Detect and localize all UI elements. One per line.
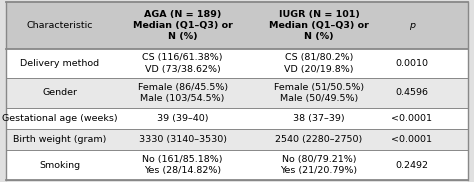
- Text: p: p: [409, 21, 415, 30]
- Bar: [6, 49, 468, 78]
- Text: CS (116/61.38%)
VD (73/38.62%): CS (116/61.38%) VD (73/38.62%): [142, 54, 223, 74]
- Text: 2540 (2280–2750): 2540 (2280–2750): [275, 135, 363, 144]
- Text: Female (51/50.5%)
Male (50/49.5%): Female (51/50.5%) Male (50/49.5%): [274, 83, 364, 103]
- Text: 0.2492: 0.2492: [395, 161, 428, 170]
- Bar: [6, 2, 468, 49]
- Bar: [6, 151, 468, 180]
- Bar: [6, 78, 468, 108]
- Text: CS (81/80.2%)
VD (20/19.8%): CS (81/80.2%) VD (20/19.8%): [284, 54, 354, 74]
- Bar: [6, 108, 468, 129]
- Text: Smoking: Smoking: [39, 161, 81, 170]
- Text: Gender: Gender: [43, 88, 78, 97]
- Text: Gestational age (weeks): Gestational age (weeks): [2, 114, 118, 123]
- Text: Characteristic: Characteristic: [27, 21, 93, 30]
- Text: Delivery method: Delivery method: [20, 59, 100, 68]
- Text: No (161/85.18%)
Yes (28/14.82%): No (161/85.18%) Yes (28/14.82%): [142, 155, 223, 175]
- Bar: [6, 129, 468, 151]
- Text: Female (86/45.5%)
Male (103/54.5%): Female (86/45.5%) Male (103/54.5%): [137, 83, 228, 103]
- Text: 0.0010: 0.0010: [395, 59, 428, 68]
- Text: <0.0001: <0.0001: [391, 135, 432, 144]
- Text: 39 (39–40): 39 (39–40): [157, 114, 209, 123]
- Text: 38 (37–39): 38 (37–39): [293, 114, 345, 123]
- Text: Birth weight (gram): Birth weight (gram): [13, 135, 107, 144]
- Text: IUGR (N = 101)
Median (Q1–Q3) or
N (%): IUGR (N = 101) Median (Q1–Q3) or N (%): [269, 10, 369, 41]
- Text: AGA (N = 189)
Median (Q1–Q3) or
N (%): AGA (N = 189) Median (Q1–Q3) or N (%): [133, 10, 233, 41]
- Text: No (80/79.21%)
Yes (21/20.79%): No (80/79.21%) Yes (21/20.79%): [281, 155, 358, 175]
- Text: 3330 (3140–3530): 3330 (3140–3530): [138, 135, 227, 144]
- Text: 0.4596: 0.4596: [395, 88, 428, 97]
- Text: <0.0001: <0.0001: [391, 114, 432, 123]
